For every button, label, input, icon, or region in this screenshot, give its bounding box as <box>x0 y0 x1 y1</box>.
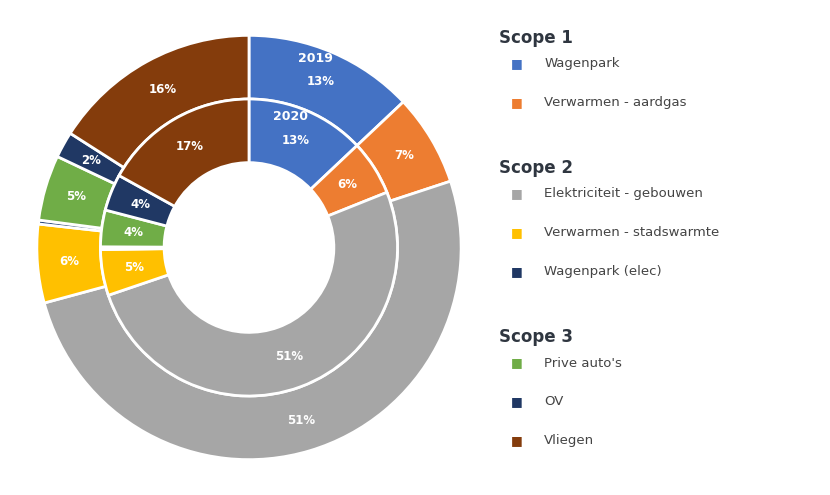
Text: 4%: 4% <box>124 226 144 239</box>
Text: 2%: 2% <box>81 153 101 167</box>
Text: 6%: 6% <box>59 255 79 268</box>
Text: Scope 3: Scope 3 <box>499 328 573 346</box>
Text: ■: ■ <box>510 395 522 408</box>
Wedge shape <box>310 146 387 216</box>
Text: 4%: 4% <box>130 198 151 211</box>
Wedge shape <box>39 156 115 228</box>
Wedge shape <box>119 99 249 206</box>
Text: ■: ■ <box>510 226 522 239</box>
Wedge shape <box>100 248 168 295</box>
Text: 5%: 5% <box>124 261 144 274</box>
Text: 16%: 16% <box>149 83 177 96</box>
Text: ■: ■ <box>510 434 522 447</box>
Wedge shape <box>71 35 249 167</box>
Text: Elektriciteit - gebouwen: Elektriciteit - gebouwen <box>544 187 703 200</box>
Text: OV: OV <box>544 395 564 408</box>
Wedge shape <box>38 220 102 231</box>
Text: 17%: 17% <box>176 141 204 153</box>
Text: Scope 1: Scope 1 <box>499 29 573 47</box>
Wedge shape <box>37 224 105 303</box>
Text: ■: ■ <box>510 356 522 369</box>
Text: Verwarmen - stadswarmte: Verwarmen - stadswarmte <box>544 226 720 239</box>
Text: ■: ■ <box>510 187 522 200</box>
Wedge shape <box>100 247 164 249</box>
Text: 7%: 7% <box>394 148 414 162</box>
Wedge shape <box>249 35 403 146</box>
Wedge shape <box>44 181 461 460</box>
Text: 2019: 2019 <box>298 52 333 65</box>
Text: Wagenpark (elec): Wagenpark (elec) <box>544 265 662 278</box>
Text: ■: ■ <box>510 265 522 278</box>
Text: 51%: 51% <box>286 414 315 427</box>
Wedge shape <box>109 193 398 396</box>
Text: 6%: 6% <box>337 178 358 191</box>
Text: ■: ■ <box>510 96 522 108</box>
Wedge shape <box>100 210 167 247</box>
Wedge shape <box>57 133 124 184</box>
Text: 5%: 5% <box>66 190 86 203</box>
Text: 13%: 13% <box>306 75 334 89</box>
Wedge shape <box>249 99 357 189</box>
Text: Prive auto's: Prive auto's <box>544 356 622 369</box>
Text: Vliegen: Vliegen <box>544 434 594 447</box>
Text: 2020: 2020 <box>273 110 308 123</box>
Wedge shape <box>357 102 451 201</box>
Wedge shape <box>105 176 175 226</box>
Text: 51%: 51% <box>276 350 304 363</box>
Text: Verwarmen - aardgas: Verwarmen - aardgas <box>544 96 686 108</box>
Text: Wagenpark: Wagenpark <box>544 57 620 70</box>
Text: ■: ■ <box>510 57 522 70</box>
Text: 13%: 13% <box>281 134 310 147</box>
Text: Scope 2: Scope 2 <box>499 159 573 177</box>
